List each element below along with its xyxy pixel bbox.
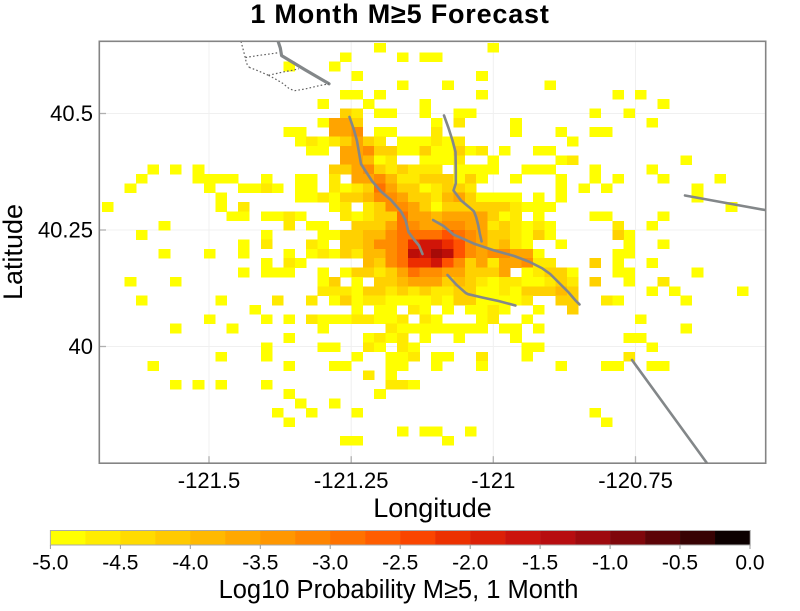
svg-text:Longitude: Longitude xyxy=(373,493,492,523)
svg-text:0.0: 0.0 xyxy=(735,552,764,575)
svg-text:-121.5: -121.5 xyxy=(178,468,240,493)
svg-text:-121.25: -121.25 xyxy=(314,468,389,493)
svg-text:1 Month M≥5 Forecast: 1 Month M≥5 Forecast xyxy=(250,0,549,29)
svg-text:-120.75: -120.75 xyxy=(598,468,673,493)
svg-text:-5.0: -5.0 xyxy=(32,552,68,575)
svg-text:Latitude: Latitude xyxy=(0,204,28,300)
svg-text:-0.5: -0.5 xyxy=(662,552,698,575)
svg-text:40: 40 xyxy=(69,334,93,359)
svg-text:40.5: 40.5 xyxy=(50,101,93,126)
svg-text:-4.0: -4.0 xyxy=(172,552,208,575)
svg-text:Log10 Probability M≥5, 1 Month: Log10 Probability M≥5, 1 Month xyxy=(219,576,579,604)
svg-text:-3.5: -3.5 xyxy=(242,552,278,575)
svg-text:-2.0: -2.0 xyxy=(452,552,488,575)
svg-text:-121: -121 xyxy=(471,468,515,493)
svg-text:-3.0: -3.0 xyxy=(312,552,348,575)
svg-text:-1.0: -1.0 xyxy=(592,552,628,575)
svg-text:40.25: 40.25 xyxy=(38,218,93,243)
svg-text:-4.5: -4.5 xyxy=(102,552,138,575)
svg-text:-2.5: -2.5 xyxy=(382,552,418,575)
svg-text:-1.5: -1.5 xyxy=(522,552,558,575)
